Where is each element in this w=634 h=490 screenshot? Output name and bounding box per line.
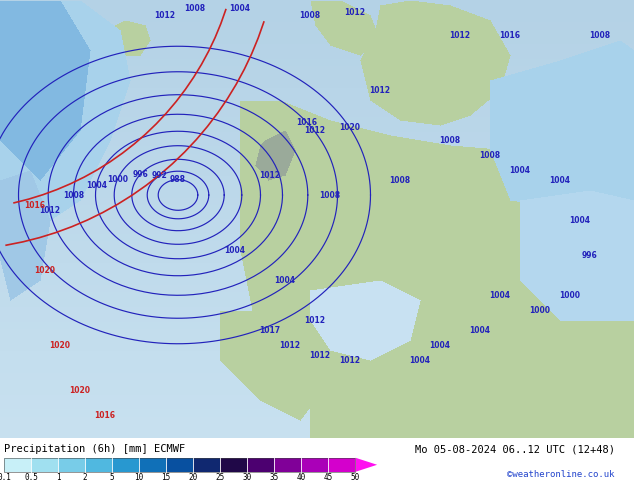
Text: 1004: 1004 [410,356,430,365]
Text: 992: 992 [152,171,168,180]
Text: 1008: 1008 [389,175,411,185]
Text: 1000: 1000 [529,305,550,315]
Text: 20: 20 [189,473,198,482]
Text: 1000: 1000 [559,291,581,299]
Text: 1004: 1004 [569,216,590,224]
Bar [4,458,31,472]
Text: 2: 2 [83,473,87,482]
Text: 1004: 1004 [429,341,451,349]
Bar [193,458,220,472]
Text: 1016: 1016 [297,118,318,127]
Text: 1012: 1012 [155,10,176,20]
Bar [58,458,85,472]
Text: 1004: 1004 [510,166,531,174]
Text: 1004: 1004 [550,175,571,185]
Text: 996: 996 [133,170,148,178]
Text: 0.1: 0.1 [0,473,11,482]
Text: 1016: 1016 [94,411,115,419]
Text: 996: 996 [582,250,598,260]
Text: 10: 10 [134,473,144,482]
Text: 1020: 1020 [49,341,70,349]
Bar [166,458,193,472]
Bar [31,458,58,472]
Text: 1020: 1020 [339,123,360,132]
Text: ©weatheronline.co.uk: ©weatheronline.co.uk [507,470,615,479]
Text: 1012: 1012 [39,206,60,215]
Text: 1012: 1012 [370,85,391,95]
Text: 1008: 1008 [590,30,611,40]
Text: 0.5: 0.5 [24,473,38,482]
Text: 1008: 1008 [184,3,205,13]
Text: 988: 988 [170,175,186,184]
Bar [328,458,356,472]
Bar [247,458,275,472]
Bar [139,458,166,472]
Polygon shape [356,458,377,472]
Text: Mo 05-08-2024 06..12 UTC (12+48): Mo 05-08-2024 06..12 UTC (12+48) [415,444,615,454]
Bar [275,458,301,472]
Text: 1004: 1004 [275,275,295,285]
Text: 5: 5 [110,473,115,482]
Text: 1017: 1017 [259,325,281,335]
Text: 1008: 1008 [439,136,460,145]
Text: 30: 30 [243,473,252,482]
Bar [301,458,328,472]
Text: Precipitation (6h) [mm] ECMWF: Precipitation (6h) [mm] ECMWF [4,444,185,454]
Text: 15: 15 [162,473,171,482]
Text: 1012: 1012 [450,30,470,40]
Text: 1016: 1016 [25,200,46,210]
Text: 1012: 1012 [344,7,365,17]
Text: 50: 50 [351,473,360,482]
Text: 1004: 1004 [224,245,245,254]
Text: 1016: 1016 [500,30,521,40]
Text: 1008: 1008 [320,191,340,199]
Text: 1008: 1008 [299,10,321,20]
Text: 35: 35 [269,473,279,482]
Text: 1012: 1012 [280,341,301,349]
Bar [112,458,139,472]
Text: 1012: 1012 [304,125,325,134]
Text: 45: 45 [324,473,333,482]
Text: 1020: 1020 [34,266,56,274]
Text: 40: 40 [297,473,306,482]
Text: 1012: 1012 [339,356,361,365]
Text: 1012: 1012 [259,171,280,179]
Text: 25: 25 [216,473,225,482]
Text: 1000: 1000 [107,175,128,184]
Text: 1004: 1004 [230,3,250,13]
Text: 1020: 1020 [70,386,91,394]
Text: 1012: 1012 [304,316,325,324]
Text: 1008: 1008 [63,191,84,199]
Text: 1004: 1004 [489,291,510,299]
Text: 1: 1 [56,473,60,482]
Bar [4,458,356,472]
Text: 1004: 1004 [86,180,107,190]
Text: 1004: 1004 [470,325,491,335]
Text: 1012: 1012 [309,350,330,360]
Bar [220,458,247,472]
Bar [85,458,112,472]
Text: 1008: 1008 [479,150,501,160]
